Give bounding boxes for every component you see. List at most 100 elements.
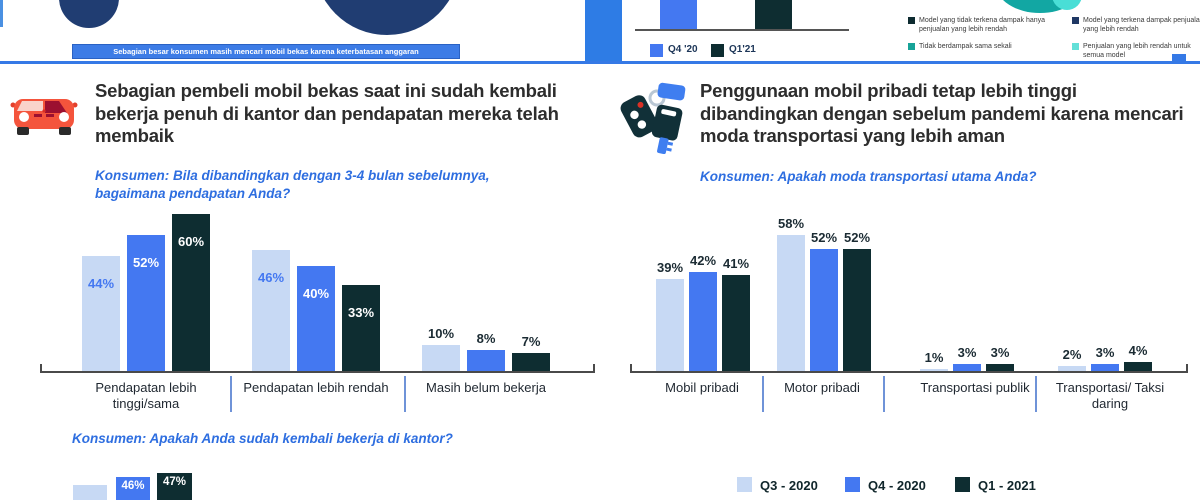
value-label: 40%: [302, 286, 330, 301]
category-divider: [762, 376, 764, 412]
impact-legend-item: Tidak berdampak sama sekali: [908, 42, 1064, 51]
category-label: Motor pribadi: [784, 380, 860, 395]
bar: [342, 285, 380, 371]
left-edge-line: [0, 0, 3, 27]
category-divider: [404, 376, 406, 412]
bar: [689, 272, 717, 371]
value-label: 52%: [843, 230, 871, 245]
legend-label: Model yang tidak terkena dampak hanya pe…: [919, 17, 1046, 34]
bar: [1058, 366, 1086, 371]
category-label: Pendapatan lebih rendah: [243, 380, 389, 395]
value-label: 8%: [476, 331, 496, 346]
axis-tick: [40, 364, 42, 372]
teal-pie-segment: [1052, 0, 1082, 10]
value-label: 52%: [810, 230, 838, 245]
category-label: Masih belum bekerja: [426, 380, 546, 395]
bar: [1124, 362, 1152, 371]
quarter-legend: Q3 - 2020 Q4 - 2020 Q1 - 2021: [737, 477, 1157, 493]
value-label: 3%: [1095, 345, 1115, 360]
category-label: Mobil pribadi: [665, 380, 739, 395]
bar: [777, 235, 805, 371]
value-label: 42%: [689, 253, 717, 268]
transport-bar-chart: Mobil pribadi 39% 42% 41% Motor pribadi 58% 52…: [630, 200, 1188, 415]
question-prefix: Konsumen:: [95, 168, 170, 183]
legend-swatch-dark: [908, 17, 915, 24]
category-label: Transportasi/ Taksi daring: [1055, 380, 1165, 412]
value-label: 58%: [777, 216, 805, 231]
top-mini-chart-bar-q1: [755, 0, 792, 29]
bar: [82, 256, 120, 371]
legend-swatch-q4-20: [650, 44, 663, 57]
bar: [116, 477, 150, 500]
value-label: 52%: [132, 255, 160, 270]
category-label: Transportasi publik: [920, 380, 1030, 395]
legend-label-q3-2020: Q3 - 2020: [760, 478, 818, 493]
car-icon: [10, 86, 78, 145]
left-question-2: Konsumen: Apakah Anda sudah kembali beke…: [72, 430, 542, 448]
bar: [157, 473, 192, 500]
value-label: 7%: [521, 334, 541, 349]
car-keys-icon: [616, 80, 688, 159]
value-label: 33%: [347, 305, 375, 320]
left-question-1: Konsumen: Bila dibandingkan dengan 3-4 b…: [95, 167, 547, 203]
legend-swatch-q4-2020: [845, 477, 860, 492]
bar: [920, 369, 948, 371]
value-label: 3%: [990, 345, 1010, 360]
bar: [722, 275, 750, 371]
bar: [73, 485, 107, 500]
legend-swatch-light-teal: [1072, 43, 1079, 50]
legend-label-q4-2020: Q4 - 2020: [868, 478, 926, 493]
axis-tick: [630, 364, 632, 372]
top-banner: Sebagian besar konsumen masih mencari mo…: [72, 44, 460, 59]
bar: [986, 364, 1014, 371]
legend-label-q4-20: Q4 '20: [668, 44, 698, 55]
legend-swatch-q3-2020: [737, 477, 752, 492]
value-label: 60%: [177, 234, 205, 249]
income-bar-chart: Pendapatan lebih tinggi/sama 44% 52% 60% Pen…: [40, 200, 595, 415]
bar: [252, 250, 290, 371]
legend-swatch-q1-21: [711, 44, 724, 57]
bar: [810, 249, 838, 371]
axis-tick: [1186, 364, 1188, 372]
back-to-office-chart-partial: 46% 47%: [73, 473, 198, 500]
value-label: 44%: [87, 276, 115, 291]
bar: [512, 353, 550, 371]
impact-legend-item: Model yang tidak terkena dampak hanya pe…: [908, 16, 1064, 34]
question-text: Bila dibandingkan dengan 3-4 bulan sebel…: [95, 168, 490, 202]
legend-swatch-q1-2021: [955, 477, 970, 492]
navy-circle-1: [59, 0, 119, 28]
impact-legend-item: Penjualan yang lebih rendah untuk semua …: [1072, 42, 1200, 60]
value-label: 10%: [427, 326, 455, 341]
blue-decoration: [1172, 54, 1186, 61]
slide-divider-line: [0, 61, 1200, 64]
top-mini-chart-bar-q4: [660, 0, 697, 29]
question-text: Apakah Anda sudah kembali bekerja di kan…: [146, 431, 453, 446]
value-label: 46%: [121, 480, 145, 492]
axis-tick: [593, 364, 595, 372]
impact-legend-item: Model yang terkena dampak penjualan yang…: [1072, 16, 1200, 34]
question-prefix: Konsumen:: [700, 169, 775, 184]
value-label: 4%: [1128, 343, 1148, 358]
value-label: 46%: [257, 270, 285, 285]
bar: [843, 249, 871, 371]
right-panel-heading: Penggunaan mobil pribadi tetap lebih tin…: [700, 80, 1184, 147]
legend-label: Penjualan yang lebih rendah untuk semua …: [1083, 43, 1191, 60]
value-label: 47%: [162, 476, 187, 488]
legend-label: Tidak berdampak sama sekali: [919, 43, 1012, 50]
bar: [172, 214, 210, 371]
legend-swatch-navy: [1072, 17, 1079, 24]
question-text: Apakah moda transportasi utama Anda?: [774, 169, 1037, 184]
category-divider: [1035, 376, 1037, 412]
value-label: 41%: [722, 256, 750, 271]
bar: [953, 364, 981, 371]
bar: [297, 266, 335, 371]
category-divider: [883, 376, 885, 412]
value-label: 2%: [1062, 347, 1082, 362]
bar: [656, 279, 684, 371]
bar: [467, 350, 505, 371]
question-prefix: Konsumen:: [72, 431, 147, 446]
legend-swatch-teal: [908, 43, 915, 50]
value-label: 3%: [957, 345, 977, 360]
axis-line: [630, 371, 1188, 373]
